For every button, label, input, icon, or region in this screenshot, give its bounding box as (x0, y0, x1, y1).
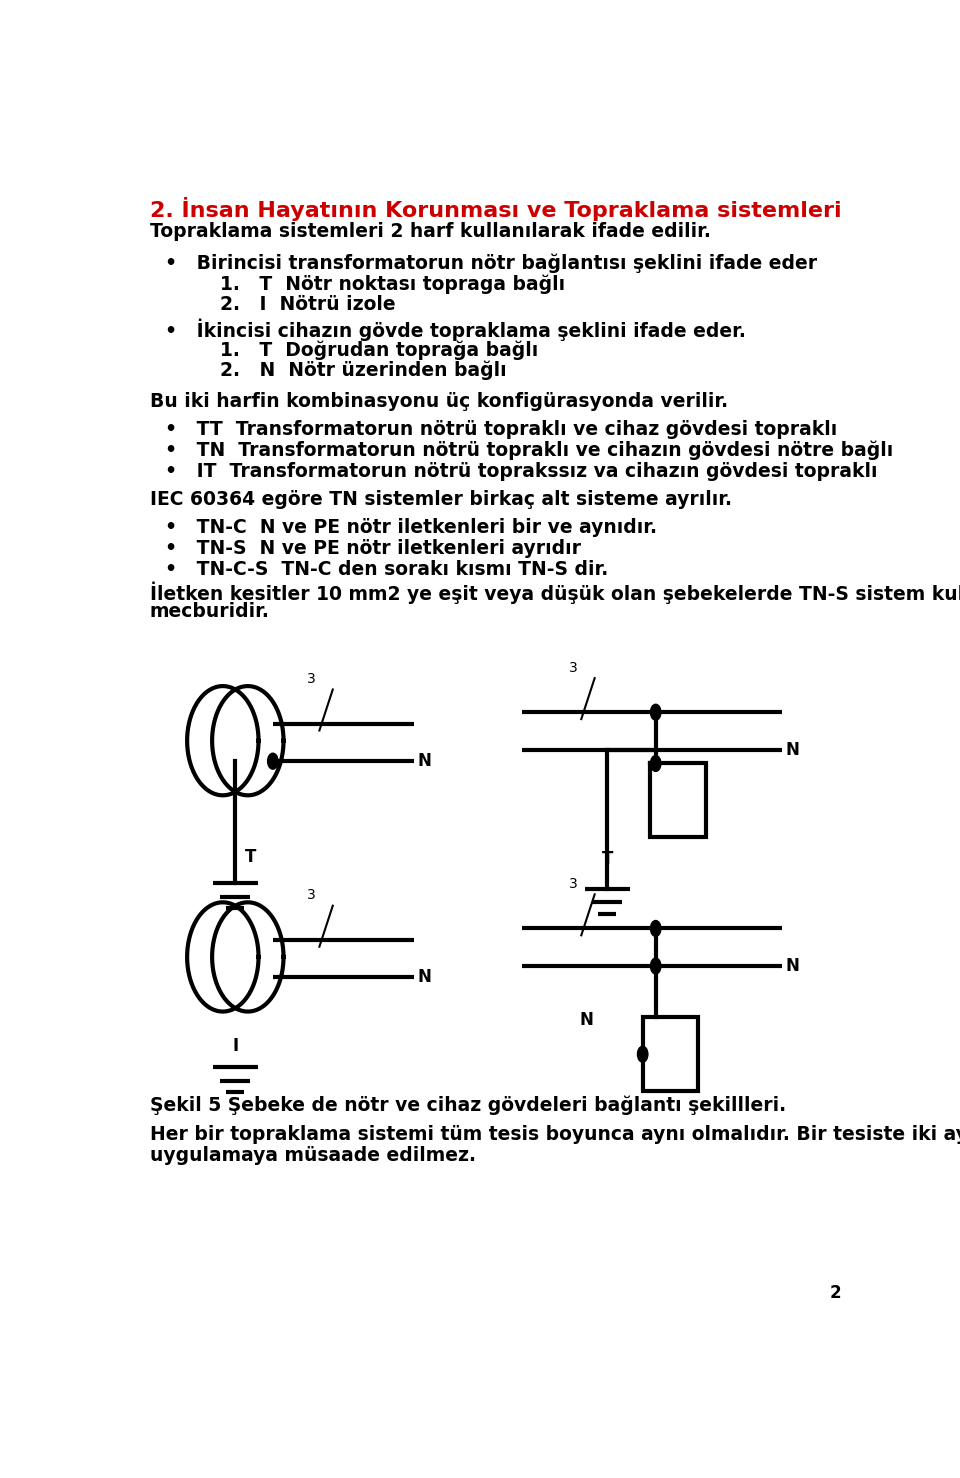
Text: 1.   T  Doğrudan toprağa bağlı: 1. T Doğrudan toprağa bağlı (221, 340, 539, 359)
Text: Şekil 5 Şebeke de nötr ve cihaz gövdeleri bağlantı şekillleri.: Şekil 5 Şebeke de nötr ve cihaz gövdeler… (150, 1095, 786, 1116)
Text: •   IT  Transformatorun nötrü toprakssız va cihazın gövdesi topraklı: • IT Transformatorun nötrü toprakssız va… (165, 461, 877, 480)
Circle shape (651, 958, 660, 974)
Circle shape (268, 754, 278, 769)
Text: Topraklama sistemleri 2 harf kullanılarak ifade edilir.: Topraklama sistemleri 2 harf kullanılara… (150, 222, 710, 241)
Text: IEC 60364 egöre TN sistemler birkaç alt sisteme ayrılır.: IEC 60364 egöre TN sistemler birkaç alt … (150, 491, 732, 510)
Text: 2: 2 (830, 1284, 842, 1302)
Circle shape (637, 1046, 648, 1063)
Text: N: N (418, 968, 431, 986)
Text: N: N (579, 1011, 593, 1029)
Circle shape (651, 755, 660, 772)
Text: I: I (232, 1036, 238, 1055)
Text: •   Birincisi transformatorun nötr bağlantısı şeklini ifade eder: • Birincisi transformatorun nötr bağlant… (165, 253, 817, 272)
Text: mecburidir.: mecburidir. (150, 603, 270, 621)
Text: N: N (418, 752, 431, 770)
Text: •   TN-C  N ve PE nötr iletkenleri bir ve aynıdır.: • TN-C N ve PE nötr iletkenleri bir ve a… (165, 517, 657, 537)
Circle shape (651, 921, 660, 937)
Bar (650, 764, 706, 838)
Text: 2. İnsan Hayatının Korunması ve Topraklama sistemleri: 2. İnsan Hayatının Korunması ve Toprakla… (150, 197, 841, 220)
Text: Her bir topraklama sistemi tüm tesis boyunca aynı olmalıdır. Bir tesiste iki ayr: Her bir topraklama sistemi tüm tesis boy… (150, 1125, 960, 1144)
Text: •   TN-S  N ve PE nötr iletkenleri ayrıdır: • TN-S N ve PE nötr iletkenleri ayrıdır (165, 538, 581, 557)
Text: •   TN  Transformatorun nötrü topraklı ve cihazın gövdesi nötre bağlı: • TN Transformatorun nötrü topraklı ve c… (165, 440, 893, 460)
Text: •   İkincisi cihazın gövde topraklama şeklini ifade eder.: • İkincisi cihazın gövde topraklama şekl… (165, 318, 746, 341)
Text: 3: 3 (569, 876, 578, 891)
Text: uygulamaya müsaade edilmez.: uygulamaya müsaade edilmez. (150, 1145, 476, 1165)
Text: T: T (602, 850, 613, 868)
Text: İletken kesitler 10 mm2 ye eşit veya düşük olan şebekelerde TN-S sistem kullanma: İletken kesitler 10 mm2 ye eşit veya düş… (150, 581, 960, 605)
Circle shape (651, 705, 660, 720)
Text: 3: 3 (307, 888, 316, 902)
Bar (642, 1017, 699, 1091)
Text: N: N (786, 958, 800, 975)
Text: 3: 3 (569, 661, 578, 674)
Text: •   TN-C-S  TN-C den sorakı kısmı TN-S dir.: • TN-C-S TN-C den sorakı kısmı TN-S dir. (165, 560, 608, 579)
Text: T: T (245, 848, 256, 866)
Text: Bu iki harfin kombinasyonu üç konfigürasyonda verilir.: Bu iki harfin kombinasyonu üç konfigüras… (150, 393, 728, 411)
Text: 3: 3 (307, 672, 316, 686)
Text: •   TT  Transformatorun nötrü topraklı ve cihaz gövdesi topraklı: • TT Transformatorun nötrü topraklı ve c… (165, 420, 837, 439)
Text: 1.   T  Nötr noktası topraga bağlı: 1. T Nötr noktası topraga bağlı (221, 275, 565, 294)
Text: 2.   N  Nötr üzerinden bağlı: 2. N Nötr üzerinden bağlı (221, 361, 507, 380)
Text: 2.   I  Nötrü izole: 2. I Nötrü izole (221, 294, 396, 313)
Text: N: N (786, 740, 800, 758)
